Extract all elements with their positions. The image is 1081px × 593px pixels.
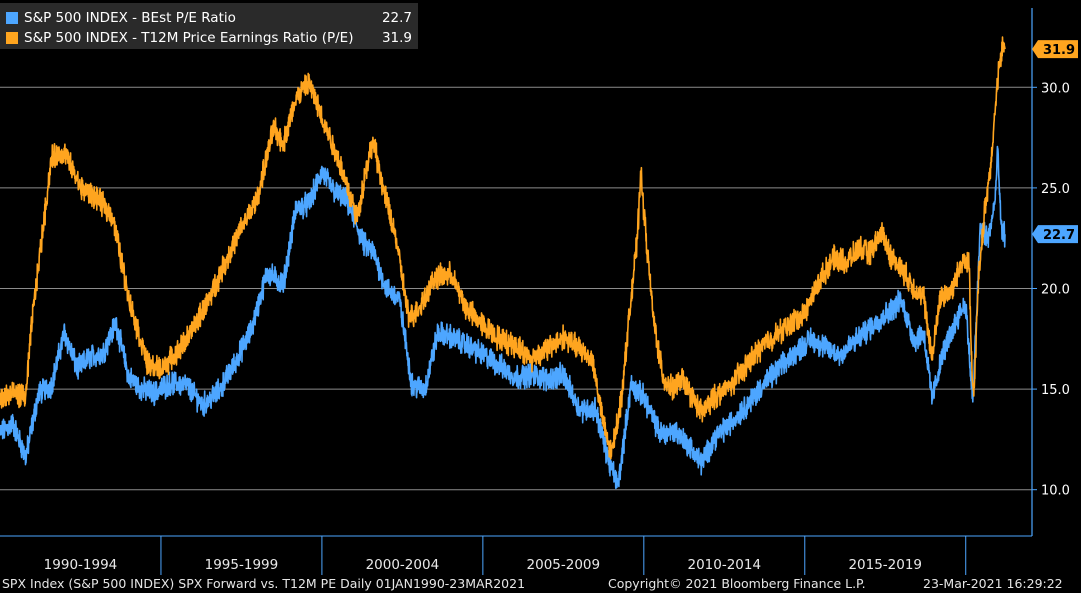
period-label: 2000-2004 bbox=[366, 557, 440, 573]
last-value-tag-label: 22.7 bbox=[1043, 228, 1075, 243]
period-label: 2015-2019 bbox=[848, 557, 922, 573]
y-tick-label: 10.0 bbox=[1041, 484, 1070, 499]
last-value-tag-box bbox=[1032, 225, 1078, 244]
period-label: 2005-2009 bbox=[527, 557, 601, 573]
legend-item-forward-pe[interactable]: S&P 500 INDEX - BEst P/E Ratio 22.7 bbox=[6, 9, 412, 27]
x-axis: 1990-1994 1995-1999 2000-2004 2005-2009 2010… bbox=[0, 535, 1032, 575]
y-tick-label: 20.0 bbox=[1041, 283, 1070, 298]
y-axis: 10.0 15.0 20.0 25.0 30.0 bbox=[1031, 8, 1070, 536]
last-value-tag-box bbox=[1032, 40, 1078, 59]
legend-item-trailing-pe[interactable]: S&P 500 INDEX - T12M Price Earnings Rati… bbox=[6, 29, 412, 47]
y-tick-label: 25.0 bbox=[1041, 182, 1070, 197]
period-label: 2010-2014 bbox=[687, 557, 761, 573]
legend: S&P 500 INDEX - BEst P/E Ratio 22.7 S&P … bbox=[0, 3, 418, 49]
period-label: 1990-1994 bbox=[44, 557, 118, 573]
last-value-tag: 22.7 bbox=[1032, 225, 1078, 244]
legend-label: S&P 500 INDEX - T12M Price Earnings Rati… bbox=[24, 30, 354, 46]
footer-description: SPX Index (S&P 500 INDEX) SPX Forward vs… bbox=[2, 576, 526, 591]
last-value-tags: 31.9 22.7 bbox=[1032, 40, 1078, 244]
y-tick-label: 15.0 bbox=[1041, 383, 1070, 398]
legend-value: 22.7 bbox=[381, 10, 412, 26]
footer-copyright: Copyright© 2021 Bloomberg Finance L.P. bbox=[608, 576, 866, 591]
forward-pe-line bbox=[0, 145, 1006, 490]
period-label: 1995-1999 bbox=[205, 557, 279, 573]
trailing-pe-line bbox=[0, 36, 1006, 460]
last-value-tag-label: 31.9 bbox=[1043, 43, 1075, 58]
footer-timestamp: 23-Mar-2021 16:29:22 bbox=[923, 576, 1063, 591]
series-layer bbox=[0, 36, 1006, 490]
trailing-pe-swatch bbox=[6, 32, 18, 44]
last-value-tag: 31.9 bbox=[1032, 40, 1078, 59]
footer-bar: SPX Index (S&P 500 INDEX) SPX Forward vs… bbox=[0, 575, 1081, 593]
y-tick-label: 30.0 bbox=[1041, 81, 1070, 96]
legend-label: S&P 500 INDEX - BEst P/E Ratio bbox=[24, 10, 236, 26]
forward-pe-swatch bbox=[6, 12, 18, 24]
legend-value: 31.9 bbox=[381, 30, 412, 46]
